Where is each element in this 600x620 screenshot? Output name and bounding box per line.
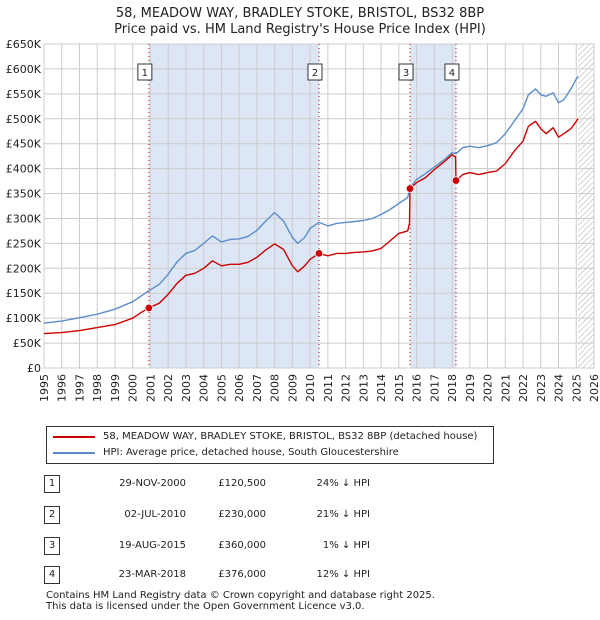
x-tick-label: 2007	[251, 374, 264, 402]
y-tick-label: £350K	[6, 188, 42, 201]
y-tick-label: £400K	[6, 163, 42, 176]
sale-label: 1	[142, 68, 148, 79]
x-tick-label: 2015	[393, 374, 406, 402]
x-tick-label: 2018	[446, 374, 459, 402]
forecast-hatch	[578, 44, 594, 368]
x-tick-label: 2009	[286, 374, 299, 402]
x-tick-label: 2006	[233, 374, 246, 402]
y-tick-label: £450K	[6, 138, 42, 151]
y-tick-label: £600K	[6, 63, 42, 76]
sale-label: 3	[403, 68, 409, 79]
sale-label-box	[307, 63, 323, 81]
sale-label-box	[398, 63, 414, 81]
legend-swatch-hpi	[53, 452, 95, 454]
price-chart: £0 £50K £100K £150K £200K £250K £300K £350K £400…	[6, 38, 600, 402]
legend-swatch-price-paid	[53, 436, 95, 438]
x-tick-label: 2013	[357, 374, 370, 402]
sale-number-badge: 3	[44, 537, 60, 555]
y-tick-label: £650K	[6, 38, 42, 51]
sale-date: 23-MAR-2018	[118, 569, 186, 580]
sale-label: 4	[449, 68, 455, 79]
x-tick-label: 2001	[144, 374, 157, 402]
sale-number-badge: 2	[44, 506, 60, 524]
sale-label-box	[137, 63, 153, 81]
sale-label: 2	[312, 68, 318, 79]
sale-number-badge: 1	[44, 475, 60, 493]
y-tick-label: £50K	[13, 337, 42, 350]
sale-hpi-diff: 24% ↓ HPI	[316, 478, 370, 489]
hpi-line	[43, 76, 579, 324]
chart-subtitle: Price paid vs. HM Land Registry's House …	[114, 22, 486, 37]
sale-hpi-diff: 21% ↓ HPI	[316, 509, 370, 520]
x-tick-label: 2000	[127, 374, 140, 402]
y-tick-label: £100K	[6, 312, 42, 325]
x-tick-label: 2005	[215, 374, 228, 402]
shaded-range	[148, 44, 319, 368]
table-row: 2 02-JUL-2010 £230,000 21% ↓ HPI	[0, 506, 600, 526]
sale-price: £376,000	[218, 569, 266, 580]
table-row: 3 19-AUG-2015 £360,000 1% ↓ HPI	[0, 537, 600, 557]
y-tick-label: £300K	[6, 212, 42, 225]
sale-date: 02-JUL-2010	[124, 509, 186, 520]
x-tick-label: 2004	[198, 374, 211, 402]
sale-point	[314, 249, 324, 258]
x-tick-label: 2020	[482, 374, 495, 402]
footer-attribution: Contains HM Land Registry data © Crown c…	[46, 590, 435, 612]
x-tick-label: 2008	[269, 374, 282, 402]
price-paid-line	[43, 118, 579, 335]
chart-title: 58, MEADOW WAY, BRADLEY STOKE, BRISTOL, …	[115, 6, 485, 21]
sale-label-box	[444, 63, 460, 81]
sale-hpi-diff: 1% ↓ HPI	[322, 540, 370, 551]
sale-number-badge: 4	[44, 566, 60, 584]
x-tick-label: 2014	[375, 374, 388, 402]
y-tick-label: £550K	[6, 88, 42, 101]
sale-point	[451, 176, 461, 185]
shaded-range	[410, 44, 456, 368]
x-tick-label: 1996	[56, 374, 69, 402]
x-tick-label: 2023	[535, 374, 548, 402]
x-tick-label: 2022	[517, 374, 530, 402]
x-tick-label: 2024	[553, 374, 566, 402]
footer-copyright: Contains HM Land Registry data © Crown c…	[46, 590, 435, 601]
legend-label-price-paid: 58, MEADOW WAY, BRADLEY STOKE, BRISTOL, …	[103, 431, 478, 442]
sale-point	[405, 184, 415, 193]
sale-date: 19-AUG-2015	[118, 540, 186, 551]
x-tick-label: 2010	[304, 374, 317, 402]
sale-price: £360,000	[218, 540, 266, 551]
table-row: 4 23-MAR-2018 £376,000 12% ↓ HPI	[0, 566, 600, 586]
x-tick-label: 2019	[464, 374, 477, 402]
y-tick-label: £150K	[6, 287, 42, 300]
table-row: 1 29-NOV-2000 £120,500 24% ↓ HPI	[0, 475, 600, 495]
x-tick-label: 1997	[73, 374, 86, 402]
footer-licence: This data is licensed under the Open Gov…	[46, 601, 365, 612]
y-tick-label: £200K	[6, 262, 42, 275]
x-tick-label: 2012	[340, 374, 353, 402]
x-tick-label: 2003	[180, 374, 193, 402]
sale-price: £120,500	[218, 478, 266, 489]
y-tick-label: £500K	[6, 113, 42, 126]
sale-hpi-diff: 12% ↓ HPI	[316, 569, 370, 580]
x-tick-label: 2026	[588, 374, 600, 402]
x-tick-label: 2025	[570, 374, 583, 402]
y-tick-label: £250K	[6, 237, 42, 250]
x-tick-label: 2017	[428, 374, 441, 402]
x-tick-label: 2002	[162, 374, 175, 402]
x-tick-label: 2021	[499, 374, 512, 402]
x-tick-label: 2011	[322, 374, 335, 402]
x-tick-label: 2016	[411, 374, 424, 402]
sale-date: 29-NOV-2000	[119, 478, 186, 489]
x-tick-label: 1995	[38, 374, 51, 402]
legend-label-hpi: HPI: Average price, detached house, Sout…	[103, 447, 399, 458]
sale-price: £230,000	[218, 509, 266, 520]
x-tick-label: 1998	[91, 374, 104, 402]
sale-point	[144, 303, 154, 313]
chart-legend: 58, MEADOW WAY, BRADLEY STOKE, BRISTOL, …	[46, 426, 494, 464]
x-tick-label: 1999	[109, 374, 122, 402]
y-tick-label: £0	[27, 362, 41, 375]
